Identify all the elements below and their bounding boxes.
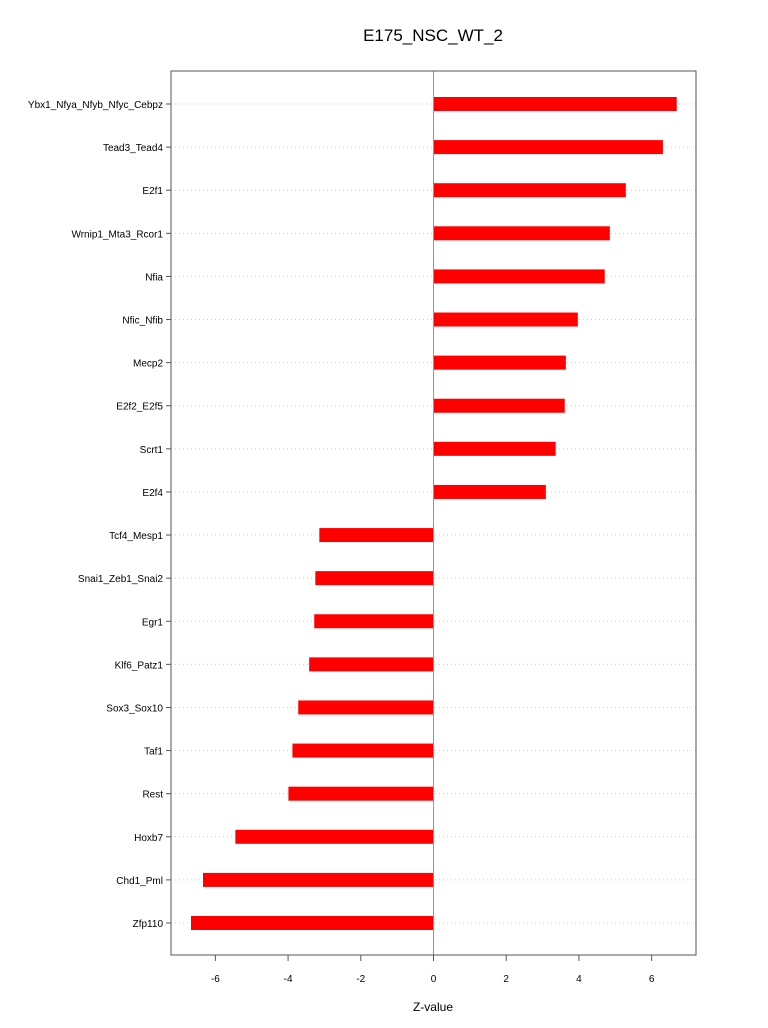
y-tick-label: Sox3_Sox10 [106, 703, 163, 714]
bar-Nfia [433, 269, 605, 284]
y-tick-label: Taf1 [144, 747, 163, 758]
x-axis-label: Z-value [413, 1000, 453, 1014]
bar-Wrnip1_Mta3_Rcor1 [433, 226, 610, 241]
x-tick-label: 2 [503, 974, 509, 985]
bar-Chd1_Pml [202, 872, 434, 887]
bar-Taf1 [292, 743, 434, 758]
bar-E2f4 [433, 484, 546, 499]
y-tick-label: Rest [142, 790, 163, 801]
x-tick-label: -2 [356, 974, 365, 985]
y-tick-label: Hoxb7 [134, 833, 163, 844]
bar-Rest [288, 786, 434, 801]
bar-Zfp110 [190, 916, 434, 930]
y-tick-label: Scrt1 [140, 445, 164, 456]
bar-E2f1 [433, 183, 626, 198]
bar-Sox3_Sox10 [298, 700, 434, 715]
y-tick-label: Ybx1_Nfya_Nfyb_Nfyc_Cebpz [28, 100, 163, 111]
x-axis-ticks: -6 -4 -2 0 2 4 6 [211, 955, 655, 985]
y-tick-label: Zfp110 [133, 919, 164, 930]
x-tick-label: -6 [211, 974, 220, 985]
bar-Scrt1 [433, 441, 556, 456]
bar-Egr1 [314, 614, 434, 629]
y-tick-label: Egr1 [142, 617, 164, 628]
bar-Hoxb7 [235, 829, 434, 844]
bar-Tead3_Tead4 [433, 140, 663, 155]
x-tick-label: 6 [649, 974, 655, 985]
y-tick-label: Wrnip1_Mta3_Rcor1 [71, 229, 163, 240]
bar-Ybx1_Nfya_Nfyb_Nfyc_Cebpz [433, 97, 677, 111]
y-tick-label: Tead3_Tead4 [103, 143, 163, 154]
y-tick-label: Tcf4_Mesp1 [109, 531, 163, 542]
y-tick-label: E2f2_E2f5 [116, 402, 163, 413]
x-tick-label: 0 [431, 974, 437, 985]
y-tick-label: E2f1 [142, 186, 163, 197]
y-tick-label: Klf6_Patz1 [115, 660, 164, 671]
bar-Mecp2 [433, 355, 566, 370]
chart-title: E175_NSC_WT_2 [363, 26, 503, 45]
bar-Klf6_Patz1 [309, 657, 434, 672]
bar-Tcf4_Mesp1 [319, 528, 434, 543]
y-tick-label: E2f4 [142, 488, 163, 499]
bars [190, 97, 677, 930]
bar-Snai1_Zeb1_Snai2 [315, 571, 434, 586]
y-tick-label: Snai1_Zeb1_Snai2 [78, 574, 164, 585]
bar-Nfic_Nfib [433, 312, 578, 327]
x-tick-label: 4 [576, 974, 582, 985]
y-tick-label: Nfia [145, 272, 163, 283]
y-tick-label: Chd1_Pml [116, 876, 163, 887]
x-tick-label: -4 [284, 974, 293, 985]
y-tick-label: Mecp2 [133, 359, 163, 370]
bar-E2f2_E2f5 [433, 398, 565, 413]
y-axis-labels: Ybx1_Nfya_Nfyb_Nfyc_Cebpz Tead3_Tead4 E2f1… [28, 100, 171, 930]
y-tick-label: Nfic_Nfib [122, 316, 163, 327]
